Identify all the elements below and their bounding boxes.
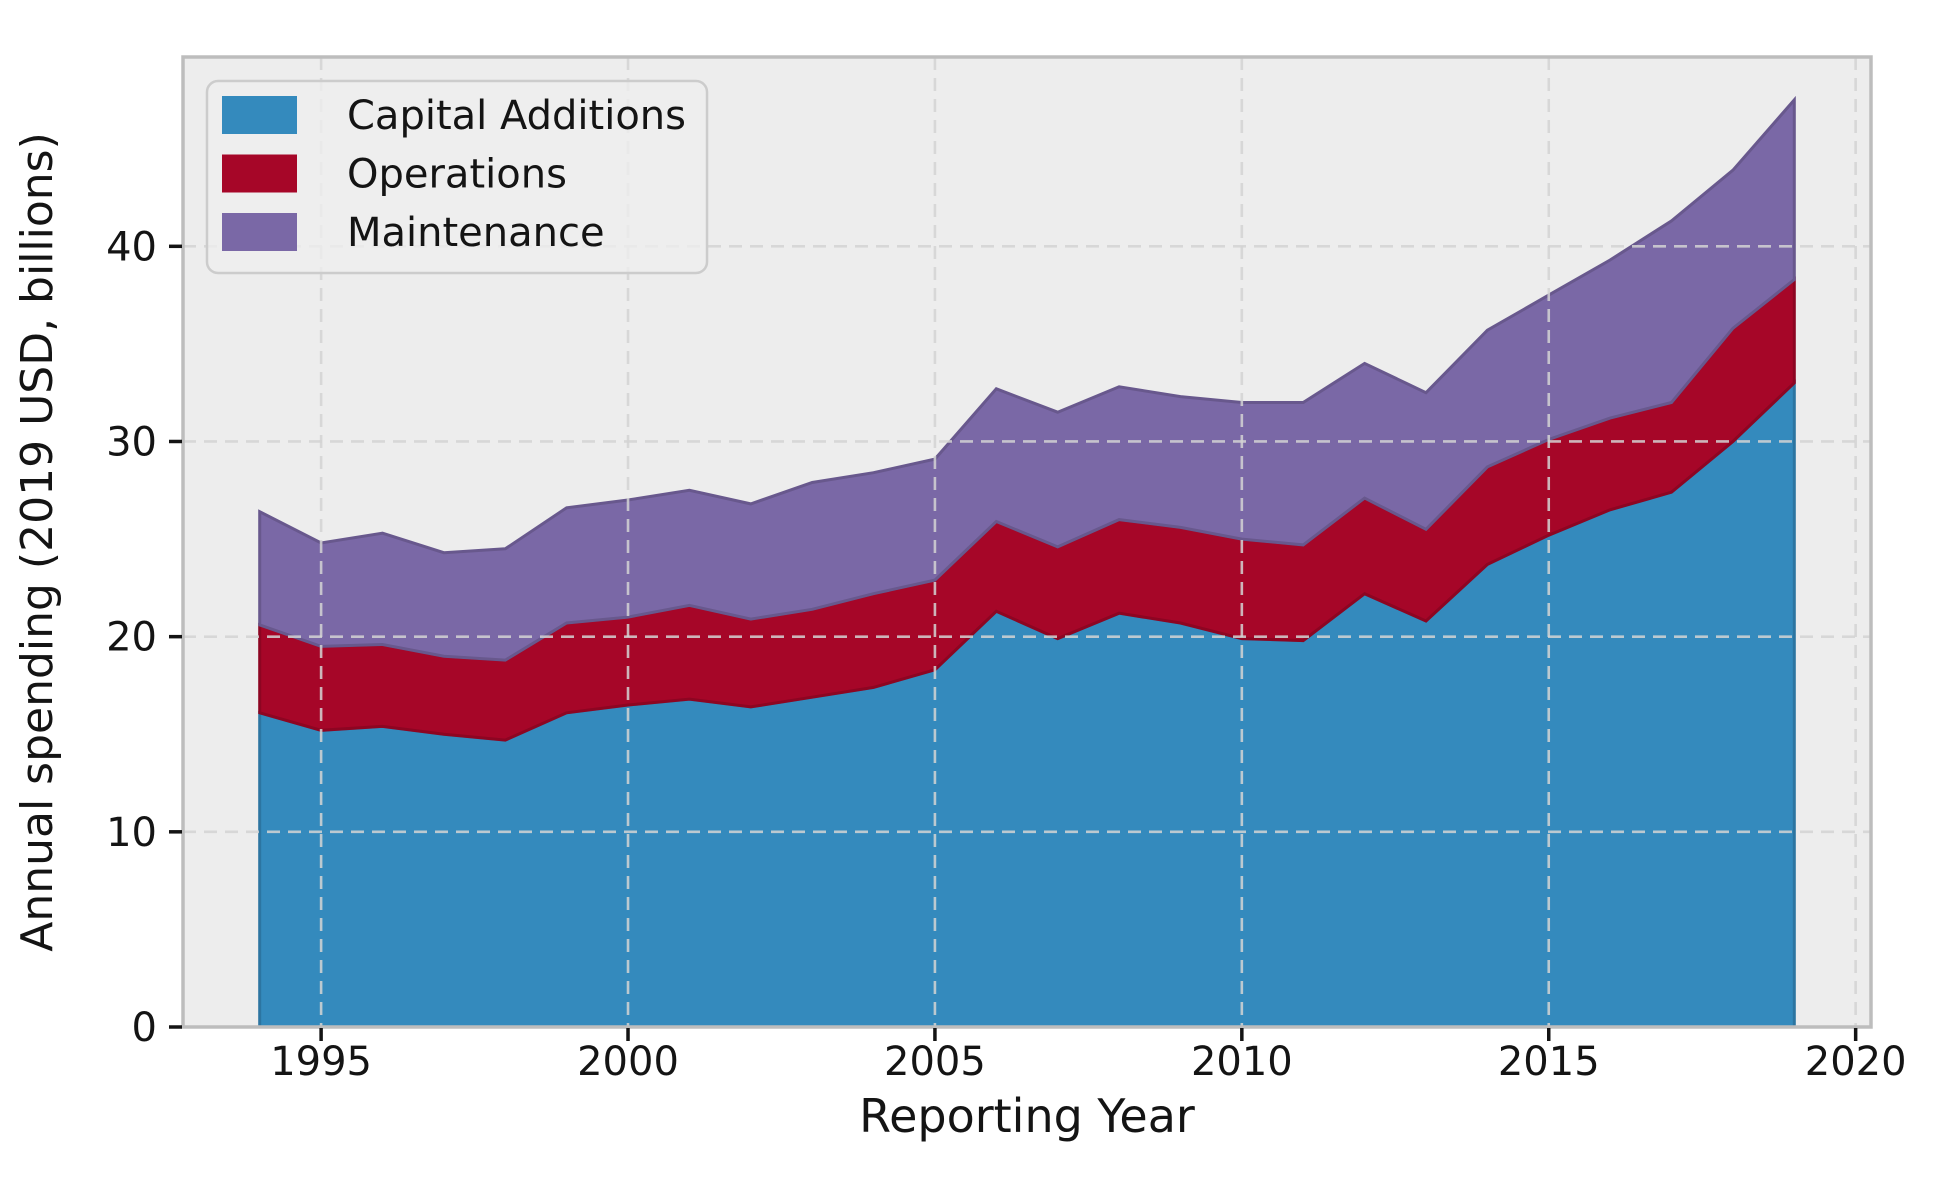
y-tick-label-10: 10 bbox=[106, 810, 157, 856]
y-axis-label: Annual spending (2019 USD, billions) bbox=[12, 132, 63, 952]
axes-spines bbox=[181, 55, 1873, 1029]
legend-swatch-maintenance bbox=[222, 213, 297, 251]
legend-box bbox=[205, 79, 709, 275]
area-maintenance bbox=[258, 95, 1796, 662]
legend-swatch-capital-additions bbox=[222, 96, 297, 134]
y-tick-label-30: 30 bbox=[106, 419, 157, 465]
y-tick-label-0: 0 bbox=[132, 1005, 157, 1051]
legend-swatch-operations bbox=[222, 154, 297, 193]
y-tick-label-20: 20 bbox=[106, 615, 157, 661]
x-tick-label-2015: 2015 bbox=[1498, 1039, 1600, 1085]
x-tick-label-2010: 2010 bbox=[1191, 1039, 1293, 1085]
x-tick-label-2005: 2005 bbox=[884, 1039, 986, 1085]
y-tick-label-40: 40 bbox=[106, 224, 157, 270]
x-axis-label: Reporting Year bbox=[859, 1089, 1195, 1143]
x-tick-label-2000: 2000 bbox=[577, 1039, 679, 1085]
legend-label-operations: Operations bbox=[347, 152, 567, 198]
x-tick-label-1995: 1995 bbox=[270, 1039, 372, 1085]
legend-label-capital-additions: Capital Additions bbox=[347, 93, 686, 139]
legend-label-maintenance: Maintenance bbox=[347, 210, 605, 256]
x-tick-label-2020: 2020 bbox=[1805, 1039, 1907, 1085]
